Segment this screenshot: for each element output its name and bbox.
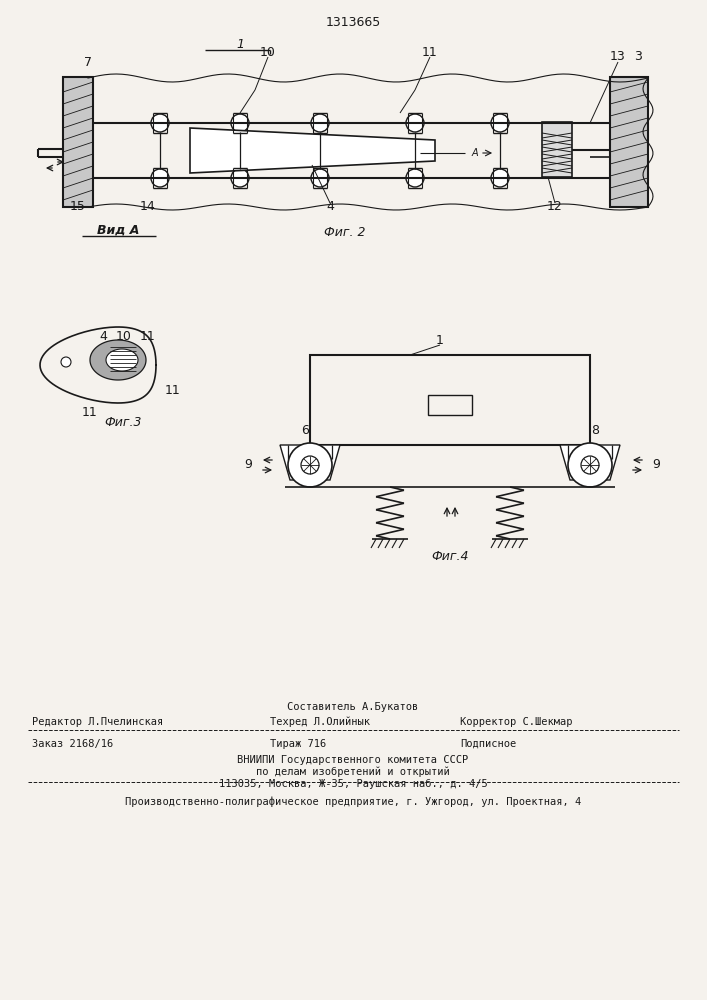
Text: Производственно-полиграфическое предприятие, г. Ужгород, ул. Проектная, 4: Производственно-полиграфическое предприя… — [125, 797, 581, 807]
Polygon shape — [280, 445, 340, 480]
Text: 9: 9 — [652, 458, 660, 472]
Text: 8: 8 — [591, 424, 599, 438]
Text: 4: 4 — [326, 200, 334, 214]
Bar — [542, 122, 572, 177]
Text: по делам изобретений и открытий: по делам изобретений и открытий — [256, 767, 450, 777]
Circle shape — [406, 169, 424, 187]
Text: Подписное: Подписное — [460, 739, 516, 749]
Circle shape — [288, 443, 332, 487]
Circle shape — [311, 169, 329, 187]
Circle shape — [301, 456, 319, 474]
Text: Вид А: Вид А — [97, 224, 139, 236]
Bar — [610, 77, 648, 207]
Bar — [310, 355, 590, 445]
Circle shape — [406, 114, 424, 132]
Text: Техред Л.Олийнык: Техред Л.Олийнык — [270, 717, 370, 727]
Text: 1313665: 1313665 — [325, 15, 380, 28]
Text: Фиг.3: Фиг.3 — [104, 416, 141, 430]
Text: 7: 7 — [84, 56, 92, 70]
Text: Фиг.4: Фиг.4 — [431, 550, 469, 564]
Text: 11: 11 — [165, 383, 181, 396]
Text: 13: 13 — [610, 49, 626, 62]
Text: 113035, Москва, Ж-35, Раушская наб., д. 4/5: 113035, Москва, Ж-35, Раушская наб., д. … — [218, 779, 487, 789]
Text: 10: 10 — [116, 330, 132, 344]
Circle shape — [151, 169, 169, 187]
Text: 10: 10 — [260, 45, 276, 58]
Text: 11: 11 — [422, 45, 438, 58]
Text: 11: 11 — [82, 406, 98, 420]
Text: Заказ 2168/16: Заказ 2168/16 — [32, 739, 113, 749]
Circle shape — [231, 169, 249, 187]
Text: 3: 3 — [634, 49, 642, 62]
Text: 1: 1 — [436, 334, 444, 348]
Circle shape — [491, 114, 509, 132]
Circle shape — [568, 443, 612, 487]
Circle shape — [151, 114, 169, 132]
Text: Фиг. 2: Фиг. 2 — [325, 226, 366, 238]
Text: Составитель А.Букатов: Составитель А.Букатов — [287, 702, 419, 712]
Text: 11: 11 — [140, 330, 156, 344]
Polygon shape — [560, 445, 620, 480]
Bar — [428, 395, 472, 415]
Text: Корректор С.Шекмар: Корректор С.Шекмар — [460, 717, 573, 727]
Polygon shape — [90, 340, 146, 380]
Text: 12: 12 — [547, 200, 563, 214]
Text: Редактор Л.Пчелинская: Редактор Л.Пчелинская — [32, 717, 163, 727]
Circle shape — [61, 357, 71, 367]
Text: 6: 6 — [301, 424, 309, 438]
Circle shape — [491, 169, 509, 187]
Circle shape — [581, 456, 599, 474]
Text: 1: 1 — [236, 37, 244, 50]
Polygon shape — [106, 349, 138, 371]
Polygon shape — [190, 128, 435, 173]
Circle shape — [231, 114, 249, 132]
Bar — [63, 77, 93, 207]
Text: 4: 4 — [99, 330, 107, 344]
Text: 15: 15 — [70, 200, 86, 214]
Text: ВНИИПИ Государственного комитета СССР: ВНИИПИ Государственного комитета СССР — [238, 755, 469, 765]
Text: А: А — [472, 148, 479, 158]
Text: 9: 9 — [244, 458, 252, 472]
Text: Тираж 716: Тираж 716 — [270, 739, 326, 749]
Circle shape — [311, 114, 329, 132]
Text: 14: 14 — [140, 200, 156, 214]
